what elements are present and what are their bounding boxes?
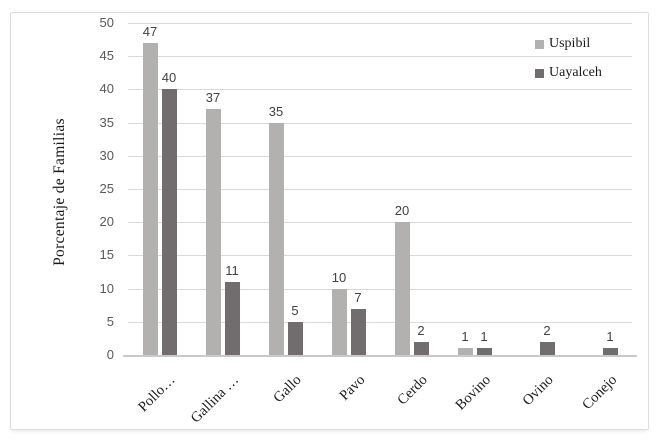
data-label: 7	[354, 289, 362, 305]
bar-uayalceh-2	[287, 321, 303, 355]
gridline	[128, 189, 632, 190]
chart-border	[10, 12, 649, 430]
y-axis-tick-label: 25	[99, 181, 114, 196]
bar-uspibil-3	[331, 288, 347, 355]
bar-uayalceh-3	[350, 308, 366, 355]
y-axis-tick-label: 20	[99, 214, 114, 230]
gridline	[128, 155, 632, 157]
bar-uayalceh-7	[602, 348, 618, 355]
gridline	[128, 89, 632, 91]
bar-uspibil-1	[205, 109, 221, 355]
gridline	[128, 222, 632, 224]
legend-item-uspibil: Uspibil	[535, 36, 590, 52]
data-label: 47	[142, 23, 158, 39]
bar-uspibil-0	[142, 42, 158, 355]
bar-uayalceh-4	[413, 341, 429, 355]
y-axis-title: Porcentaje de Familias	[51, 118, 68, 266]
legend-item-uayalceh: Uayalceh	[535, 65, 602, 81]
y-axis-tick-label: 45	[99, 48, 114, 64]
bar-uayalceh-0	[161, 89, 177, 355]
bar-uayalceh-1	[224, 281, 240, 355]
gridline	[128, 288, 632, 290]
data-label: 5	[291, 302, 299, 318]
legend-label: Uayalceh	[549, 65, 602, 80]
bar-uspibil-5	[457, 348, 473, 355]
bar-uspibil-4	[394, 222, 410, 355]
data-label: 37	[205, 90, 221, 106]
x-axis-line	[123, 355, 637, 357]
y-axis-tick-label: 15	[99, 247, 114, 263]
data-label: 20	[394, 203, 410, 219]
gridline	[128, 23, 632, 24]
data-label: 2	[543, 322, 551, 338]
y-axis-tick-label: 35	[99, 114, 114, 130]
bar-uayalceh-5	[476, 348, 492, 355]
data-label: 35	[268, 103, 284, 119]
data-label: 2	[417, 322, 425, 338]
gridline	[128, 122, 632, 124]
y-axis-tick-label: 10	[99, 280, 114, 296]
gridline	[128, 255, 632, 257]
y-axis-tick-label: 50	[99, 15, 114, 30]
bar-uspibil-2	[268, 122, 284, 355]
data-label: 1	[606, 329, 614, 345]
y-axis-tick-label: 0	[106, 347, 114, 362]
data-label: 10	[331, 269, 347, 285]
bar-uayalceh-6	[539, 341, 555, 355]
data-label: 1	[480, 329, 488, 345]
data-label: 40	[161, 70, 177, 86]
legend-label: Uspibil	[549, 36, 591, 51]
legend-marker-icon	[535, 68, 544, 78]
data-label: 1	[461, 329, 469, 345]
gridline	[128, 56, 632, 58]
y-axis-tick-label: 30	[99, 147, 114, 163]
gridline	[128, 321, 632, 323]
legend-marker-icon	[535, 39, 544, 49]
data-label: 11	[225, 262, 239, 278]
y-axis-tick-label: 40	[99, 81, 114, 97]
y-axis-tick-label: 5	[106, 313, 114, 329]
